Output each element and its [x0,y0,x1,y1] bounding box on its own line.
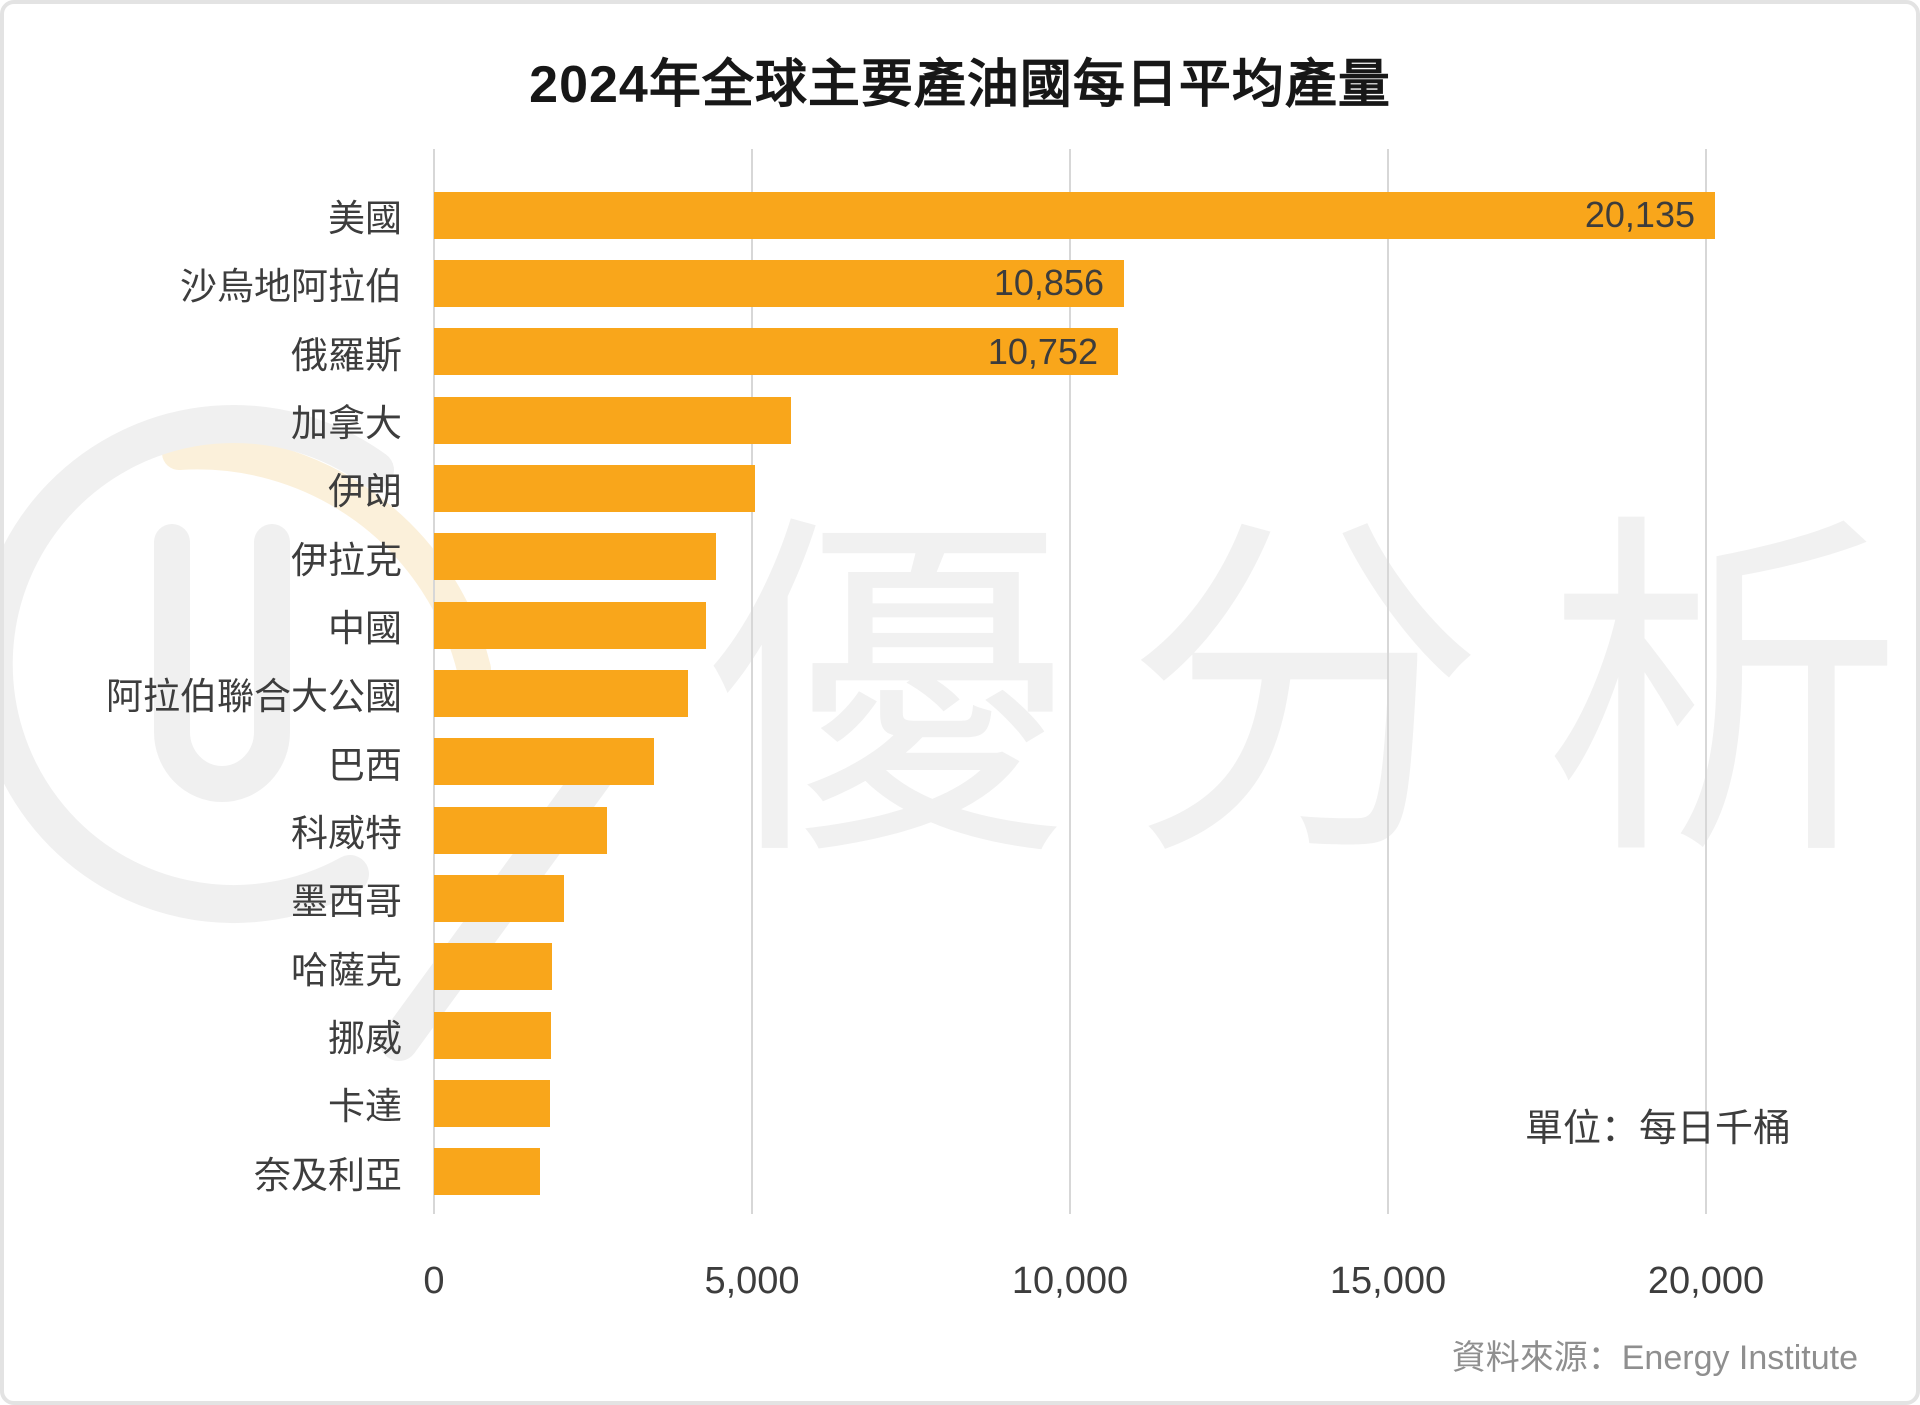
category-label: 俄羅斯 [291,334,402,376]
bar [434,738,654,786]
bar [434,1148,540,1196]
chart-title: 2024年全球主要產油國每日平均產量 [529,56,1391,114]
category-label: 中國 [328,608,402,650]
category-label: 沙烏地阿拉伯 [180,266,402,308]
x-gridline [1069,149,1071,1214]
bar [434,464,755,512]
category-label: 墨西哥 [291,881,402,923]
x-gridline [751,149,753,1214]
category-label: 伊朗 [328,471,402,513]
unit-note: 單位：每日千桶 [1524,1108,1791,1150]
bar: 10,752 [434,328,1118,376]
category-label: 巴西 [328,744,402,786]
bar [434,1079,550,1127]
bar [434,396,791,444]
x-gridline [1387,149,1389,1214]
category-label: 挪威 [328,1018,402,1060]
category-label: 哈薩克 [291,949,402,991]
bar-value-label: 20,135 [1584,194,1695,236]
x-tick-label: 20,000 [1647,1260,1765,1302]
category-label: 美國 [328,198,402,240]
bar: 10,856 [434,259,1124,307]
bar [434,943,552,991]
x-tick-label: 15,000 [1329,1260,1447,1302]
bar [434,533,716,581]
source-note: 資料來源：Energy Institute [1451,1339,1858,1377]
category-label: 卡達 [328,1086,402,1128]
bar-value-label: 10,752 [987,330,1098,372]
x-gridline [1705,149,1707,1214]
bar [434,806,607,854]
bar [434,601,706,649]
bar-value-label: 10,856 [993,262,1104,304]
x-tick-label: 10,000 [1011,1260,1129,1302]
category-label: 伊拉克 [291,539,402,581]
x-tick-label: 0 [423,1260,445,1302]
bar [434,874,564,922]
bar: 20,135 [434,191,1715,239]
bar [434,1011,551,1059]
category-label: 加拿大 [291,403,402,445]
x-tick-label: 5,000 [704,1260,800,1302]
plot-area: 0 5,000 10,000 15,000 20,000 美國 20,135 沙烏地阿拉伯 10… [4,4,1916,1401]
category-label: 阿拉伯聯合大公國 [106,676,402,718]
category-label: 奈及利亞 [254,1154,402,1196]
category-label: 科威特 [291,813,402,855]
bar [434,669,688,717]
